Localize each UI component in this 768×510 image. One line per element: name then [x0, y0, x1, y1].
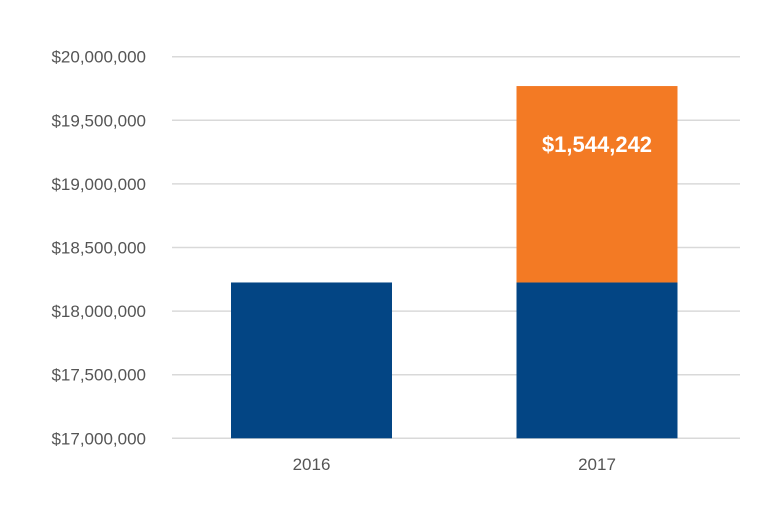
x-category-label: 2016	[293, 455, 331, 474]
bar-2017-series-1	[516, 282, 678, 439]
y-tick-label: $18,000,000	[51, 302, 146, 321]
y-tick-label: $19,500,000	[51, 111, 146, 130]
y-tick-label: $20,000,000	[51, 48, 146, 67]
y-tick-label: $19,000,000	[51, 175, 146, 194]
bar-2016-series-1	[231, 282, 392, 439]
y-tick-label: $17,500,000	[51, 366, 146, 385]
bar-2017-series-2	[516, 86, 678, 283]
y-tick-label: $18,500,000	[51, 239, 146, 258]
y-tick-label: $17,000,000	[51, 429, 146, 448]
x-category-label: 2017	[578, 455, 616, 474]
data-label: $1,544,242	[542, 132, 652, 157]
